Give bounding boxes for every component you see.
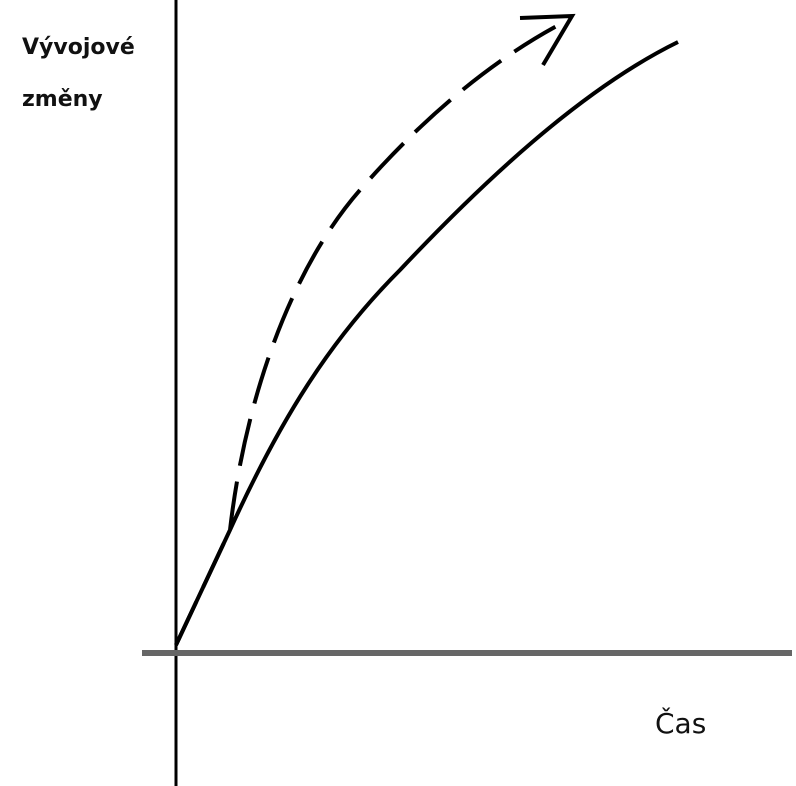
solid-curve (174, 40, 679, 646)
y-axis-label: změny (22, 87, 103, 112)
arrowhead (519, 13, 576, 67)
y-axis-label: Vývojové (22, 35, 135, 60)
x-axis-label: Čas (655, 706, 706, 740)
dashed-curve (174, 18, 569, 646)
